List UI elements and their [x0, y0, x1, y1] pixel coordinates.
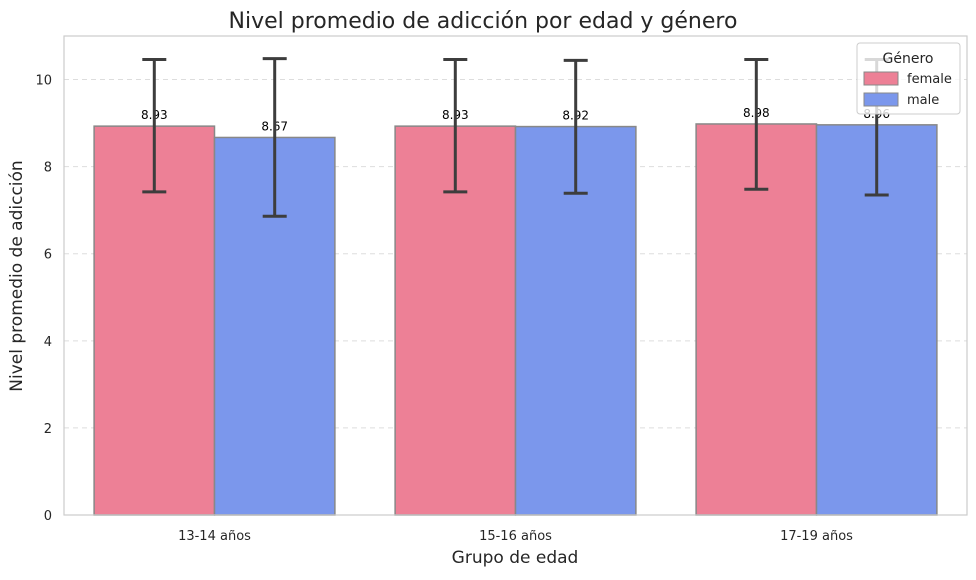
x-tick-label: 17-19 años: [780, 529, 853, 544]
bars: [93, 123, 938, 516]
chart-title: Nivel promedio de adicción por edad y gé…: [229, 9, 738, 34]
y-axis-label: Nivel promedio de adicción: [7, 160, 27, 391]
y-tick-label: 2: [44, 422, 52, 437]
legend-swatch-male: [863, 92, 899, 107]
x-axis: 13-14 años 15-16 años 17-19 años: [178, 529, 853, 544]
y-tick-label: 8: [44, 161, 52, 176]
x-tick-label: 15-16 años: [479, 529, 552, 544]
x-axis-label: Grupo de edad: [452, 548, 579, 568]
legend-label-male: male: [907, 93, 939, 108]
y-tick-label: 10: [35, 74, 52, 89]
legend-title: Género: [883, 51, 934, 67]
error-bars: [142, 57, 889, 218]
legend-label-female: female: [907, 72, 952, 87]
x-tick-label: 13-14 años: [178, 529, 251, 544]
y-tick-label: 0: [44, 509, 52, 524]
y-tick-label: 6: [44, 248, 52, 263]
y-axis: 0 2 4 6 8 10: [35, 74, 52, 524]
legend: Género female male: [856, 42, 961, 115]
y-tick-label: 4: [44, 335, 52, 350]
legend-swatch-female: [863, 71, 899, 86]
plot-frame: [63, 35, 968, 516]
